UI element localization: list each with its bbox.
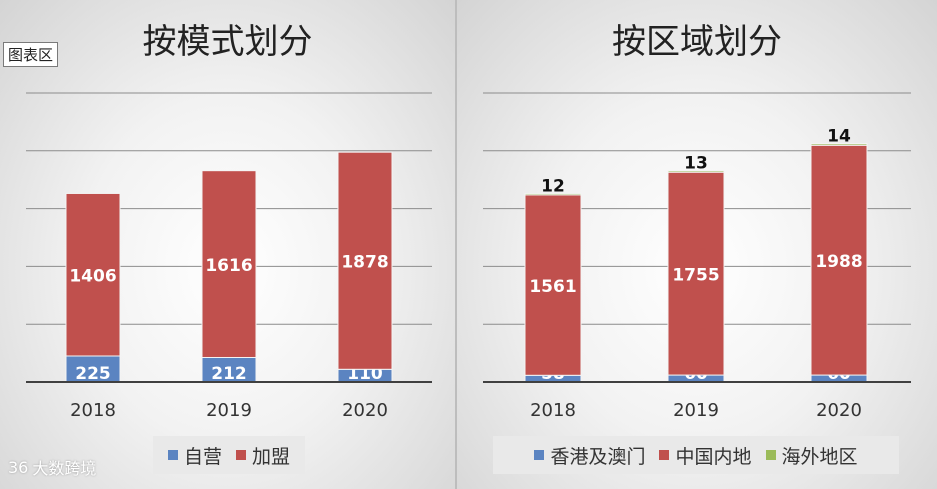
legend-swatch (236, 450, 246, 460)
watermark-text: 大数跨境 (32, 459, 97, 478)
legend-label: 海外地区 (781, 445, 858, 468)
watermark: 36 大数跨境 (8, 455, 96, 479)
legend: 自营 加盟 (153, 436, 305, 474)
bar-segment (337, 151, 393, 370)
legend-item: 香港及澳门 (534, 442, 645, 469)
bar-segment (201, 170, 257, 358)
legend-item: 中国内地 (659, 442, 752, 469)
data-label: 1406 (69, 267, 116, 287)
x-tick-label: 2020 (816, 400, 862, 421)
bar-segment (65, 192, 121, 357)
legend-swatch (659, 450, 670, 460)
x-tick-label: 2018 (70, 400, 116, 421)
legend-item: 自营 (167, 442, 222, 469)
data-label: 12 (541, 176, 565, 196)
legend-label: 中国内地 (675, 445, 752, 468)
data-label: 212 (211, 364, 247, 384)
data-label: 1988 (815, 252, 862, 272)
chart-panel-by-mode: 按模式划分 图表区 225 1406 2018 212 1616 2019 110 1878 2… (0, 0, 457, 489)
chart-title: 按区域划分 (612, 22, 782, 62)
bar-segment (524, 192, 582, 196)
x-tick-label: 2018 (530, 400, 576, 421)
legend-swatch (765, 450, 776, 460)
watermark-logo-icon: 36 (8, 457, 29, 477)
legend-label: 香港及澳门 (550, 445, 646, 468)
bar-segment (201, 356, 257, 383)
chart-panel-by-region: 按区域划分 5815611220186017551320196019881420… (457, 0, 937, 489)
legend-swatch (167, 450, 178, 460)
legend-item: 海外地区 (765, 442, 858, 469)
bar-chart-by-region: 581561122018601755132019601988142020 (483, 92, 911, 421)
data-label: 1616 (205, 256, 252, 276)
x-tick-label: 2019 (206, 400, 252, 421)
legend-swatch (534, 450, 545, 460)
chart-title: 按模式划分 (142, 22, 313, 62)
data-label: 225 (75, 364, 111, 384)
x-tick-label: 2019 (673, 400, 719, 421)
data-label: 13 (684, 154, 708, 174)
data-label: 1878 (341, 253, 388, 273)
chart-area-tag: 图表区 (3, 42, 59, 67)
bar-segment (810, 143, 868, 146)
legend-item: 加盟 (236, 442, 290, 469)
bar-segment (667, 170, 725, 173)
legend: 香港及澳门 中国内地 海外地区 (493, 436, 899, 474)
x-tick-label: 2020 (342, 400, 388, 421)
data-label: 1755 (672, 266, 719, 286)
bar-segment (667, 171, 725, 376)
data-label: 1561 (529, 277, 576, 297)
legend-label: 自营 (183, 445, 222, 468)
bar-segment (524, 194, 582, 376)
bar-segment (810, 144, 868, 376)
data-label: 14 (827, 127, 851, 147)
legend-label: 加盟 (252, 445, 291, 468)
